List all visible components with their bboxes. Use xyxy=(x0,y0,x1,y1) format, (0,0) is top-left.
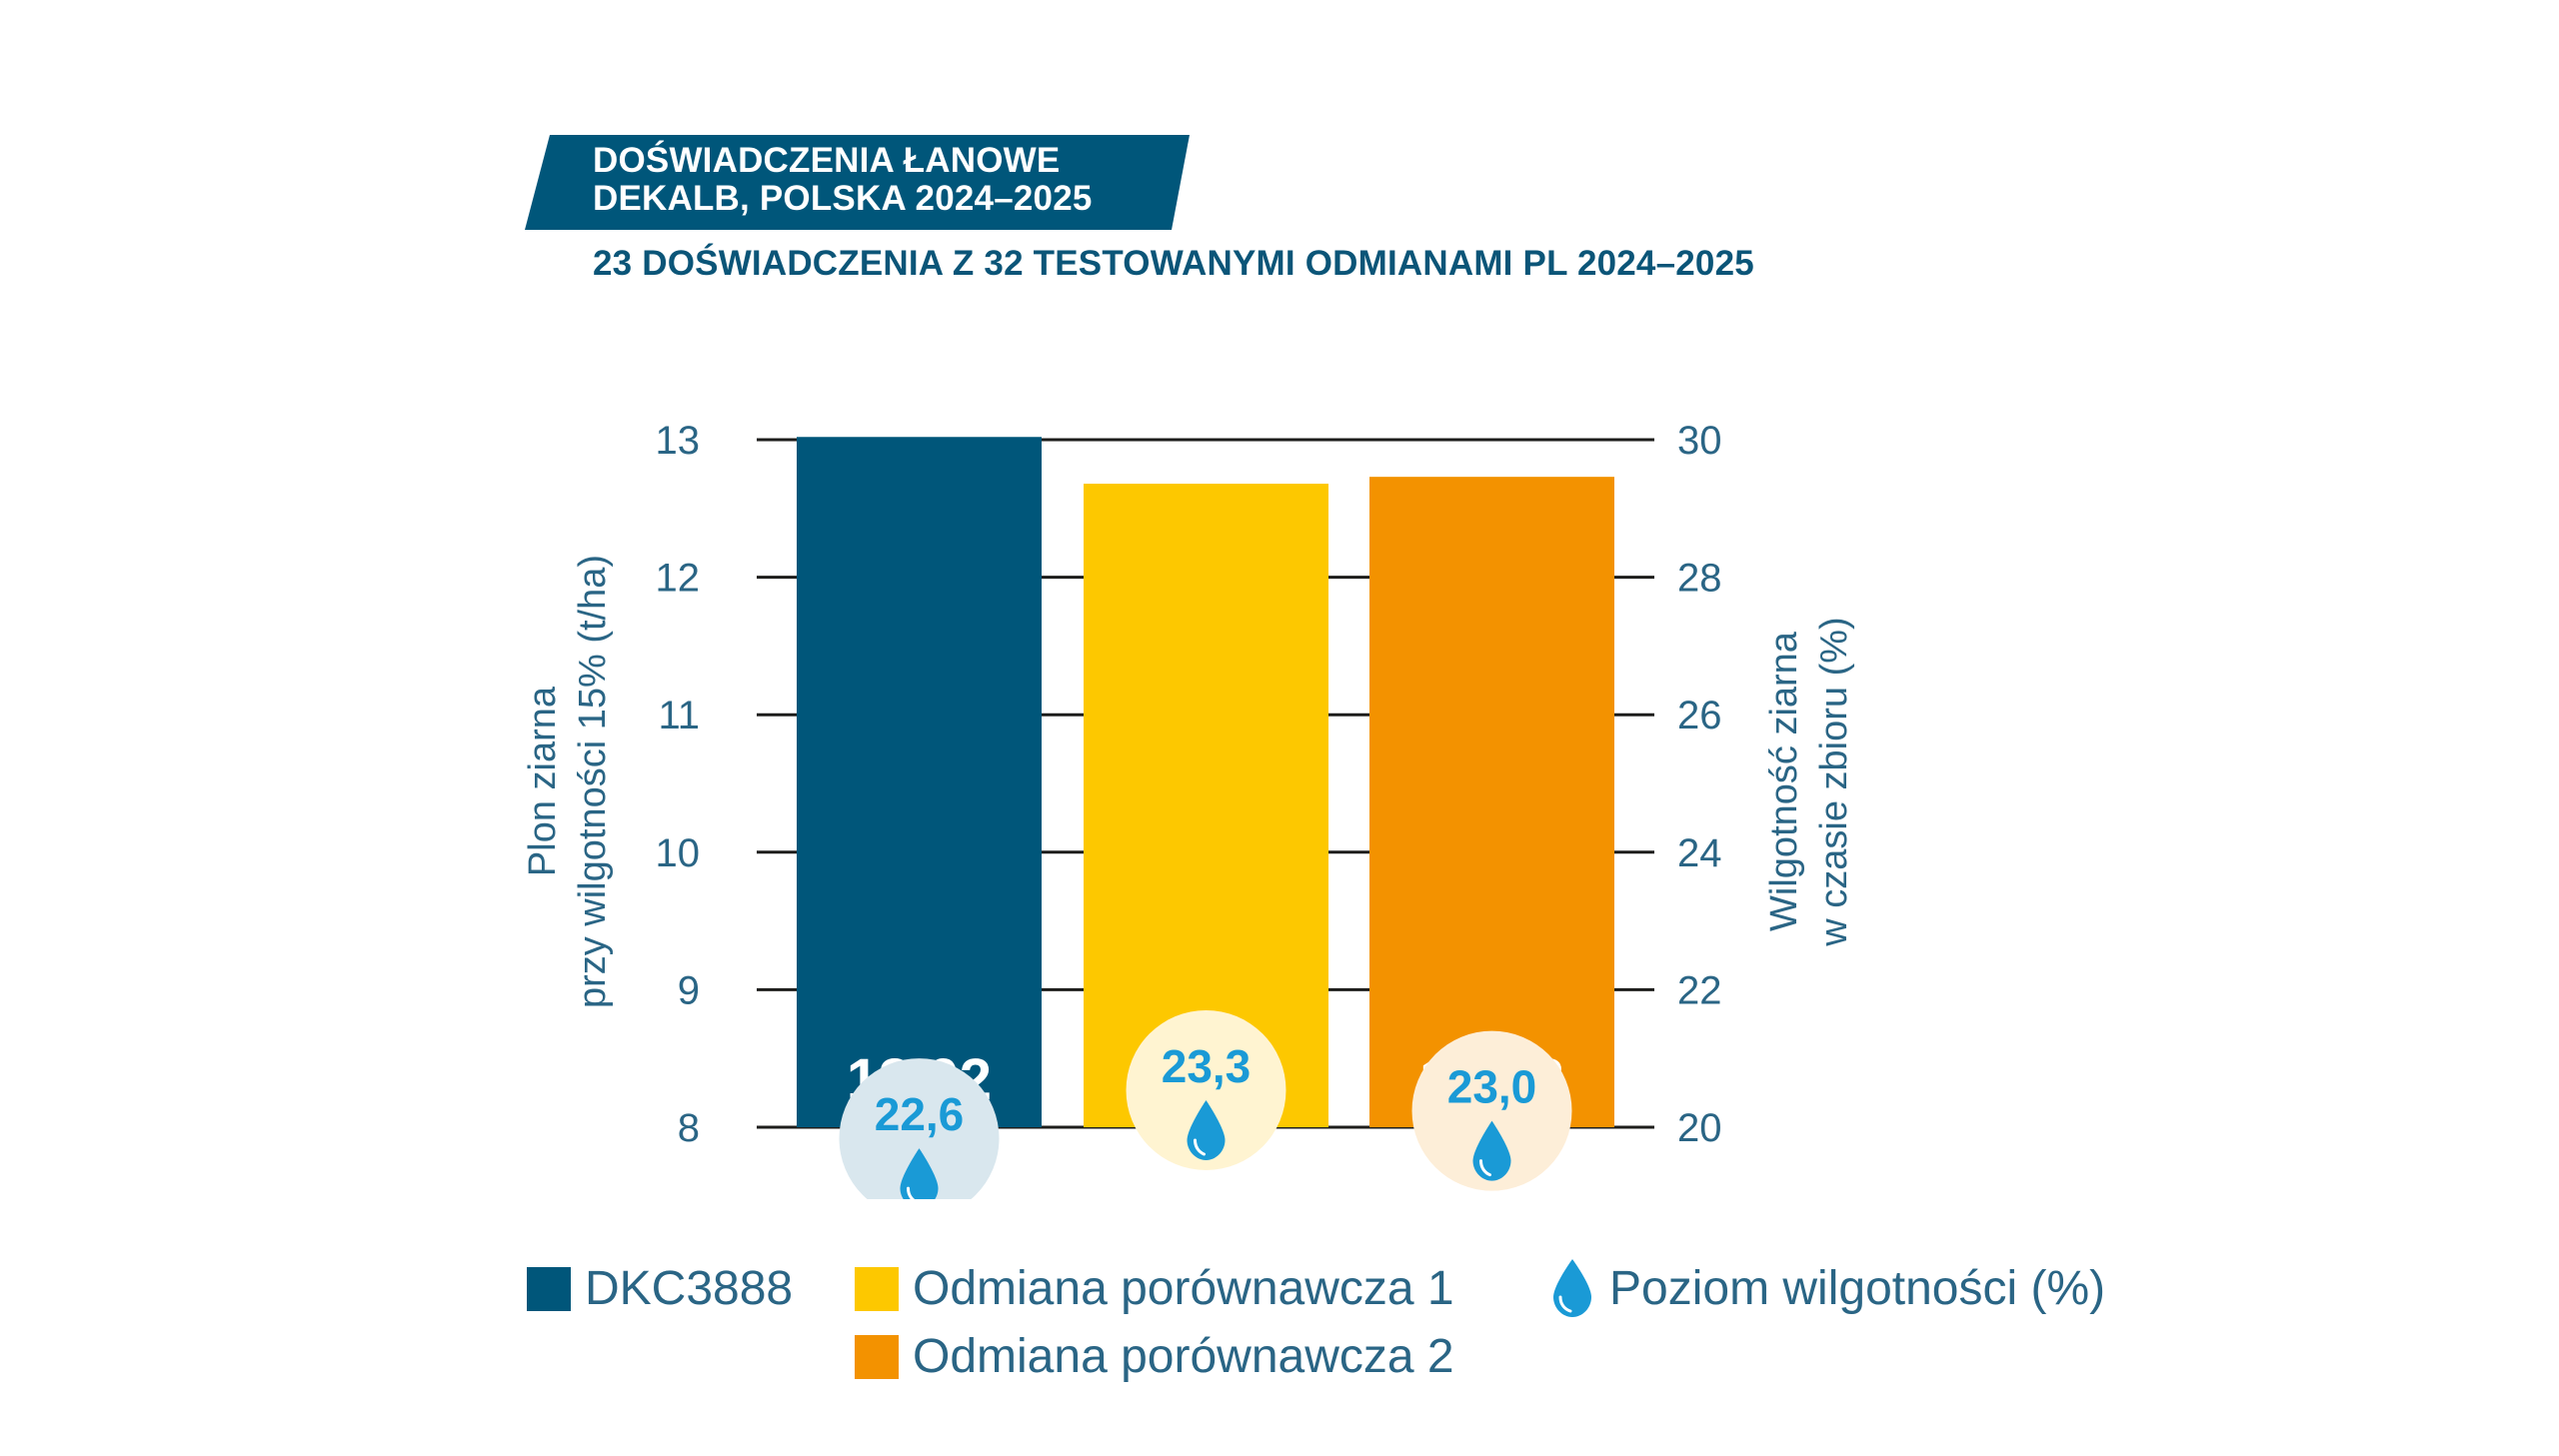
bar-group: 12,6823,3 xyxy=(1084,484,1328,1170)
water-drop-icon xyxy=(1553,1259,1591,1317)
legend-item-moisture: Poziom wilgotności (%) xyxy=(1549,1257,2105,1319)
left-tick-label: 13 xyxy=(656,419,701,463)
moisture-marker xyxy=(1411,1030,1572,1191)
left-tick-label: 11 xyxy=(658,694,700,737)
drop-highlight xyxy=(1479,1159,1491,1177)
header-badge-line1: DOŚWIADCZENIA ŁANOWE xyxy=(593,141,1061,180)
right-tick-label: 24 xyxy=(1677,831,1722,875)
header-badge-text: DOŚWIADCZENIA ŁANOWE DEKALB, POLSKA 2024… xyxy=(593,142,1093,218)
left-axis-title-line2: przy wilgotności 15% (t/ha) xyxy=(572,555,614,1008)
legend-label: Odmiana porównawcza 2 xyxy=(913,1330,1454,1383)
drop-highlight xyxy=(1194,1138,1206,1156)
bar xyxy=(1369,477,1614,1128)
right-tick-label: 26 xyxy=(1677,694,1722,737)
moisture-value-label: 23,0 xyxy=(1447,1061,1537,1113)
drop-highlight xyxy=(907,1186,916,1199)
bar xyxy=(797,437,1042,1127)
right-axis-title-line1: Wilgotność ziarna xyxy=(1763,631,1805,931)
axis-titles: Plon ziarna przy wilgotności 15% (t/ha) Wi… xyxy=(522,555,1855,1008)
legend-swatch-orange xyxy=(855,1334,899,1379)
right-axis-ticks: 20 22 24 26 28 30 xyxy=(1677,419,1722,1150)
moisture-marker xyxy=(839,1058,1000,1199)
left-tick-label: 12 xyxy=(656,557,701,601)
left-axis-title-line1: Plon ziarna xyxy=(522,686,564,876)
legend-label: Odmiana porównawcza 1 xyxy=(913,1262,1454,1315)
left-axis-ticks: 8 9 10 11 12 13 xyxy=(656,419,701,1150)
chart-subtitle: 23 DOŚWIADCZENIA Z 32 TESTOWANYMI ODMIAN… xyxy=(593,244,1754,283)
left-tick-label: 9 xyxy=(678,968,700,1012)
legend-item-dkc3888: DKC3888 xyxy=(527,1261,793,1316)
legend-label: DKC3888 xyxy=(585,1262,794,1315)
moisture-value-label: 23,3 xyxy=(1162,1040,1252,1092)
legend-swatch-yellow xyxy=(855,1266,899,1311)
header-badge xyxy=(525,135,1190,230)
left-tick-label: 10 xyxy=(656,831,701,875)
legend-swatch-navy xyxy=(527,1266,571,1311)
legend-item-odmiana-1: Odmiana porównawcza 1 xyxy=(855,1261,1454,1316)
moisture-marker xyxy=(1126,1009,1286,1170)
water-drop-icon xyxy=(900,1148,939,1199)
moisture-value-label: 22,6 xyxy=(875,1088,965,1140)
right-tick-label: 30 xyxy=(1677,419,1722,463)
right-tick-label: 28 xyxy=(1677,557,1722,601)
right-tick-label: 22 xyxy=(1677,968,1722,1012)
right-tick-label: 20 xyxy=(1677,1106,1722,1150)
header-badge-line2: DEKALB, POLSKA 2024–2025 xyxy=(593,179,1093,218)
legend-item-odmiana-2: Odmiana porównawcza 2 xyxy=(855,1329,1454,1384)
bar-group: 12,7323,0 xyxy=(1369,477,1614,1191)
right-axis-title-line2: w czasie zbioru (%) xyxy=(1813,617,1855,946)
left-tick-label: 8 xyxy=(678,1106,700,1150)
legend-label: Poziom wilgotności (%) xyxy=(1609,1261,2106,1315)
